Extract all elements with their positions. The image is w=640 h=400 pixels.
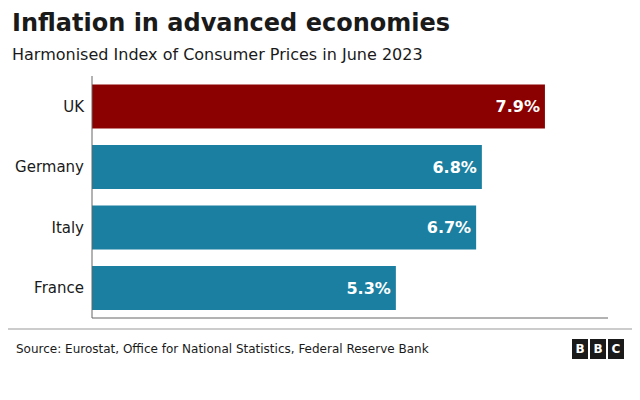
svg-text:5.3%: 5.3% — [346, 279, 390, 298]
svg-text:Germany: Germany — [15, 158, 84, 176]
html-text:B: B — [593, 342, 603, 356]
html-text:Inflation in advanced economie: Inflation in advanced economies — [12, 9, 450, 37]
svg-text:Italy: Italy — [51, 219, 84, 237]
svg-text:6.8%: 6.8% — [432, 158, 476, 177]
svg-text:6.7%: 6.7% — [427, 218, 471, 237]
html-text:B: B — [575, 342, 585, 356]
svg-text:UK: UK — [63, 98, 85, 116]
html-text:Source: Eurostat, Office for N: Source: Eurostat, Office for National St… — [16, 342, 429, 356]
html-text:Harmonised Index of Consumer P: Harmonised Index of Consumer Prices in J… — [12, 45, 423, 64]
svg-text:France: France — [34, 279, 84, 297]
html-text:C: C — [611, 342, 621, 356]
svg-text:7.9%: 7.9% — [496, 97, 540, 116]
